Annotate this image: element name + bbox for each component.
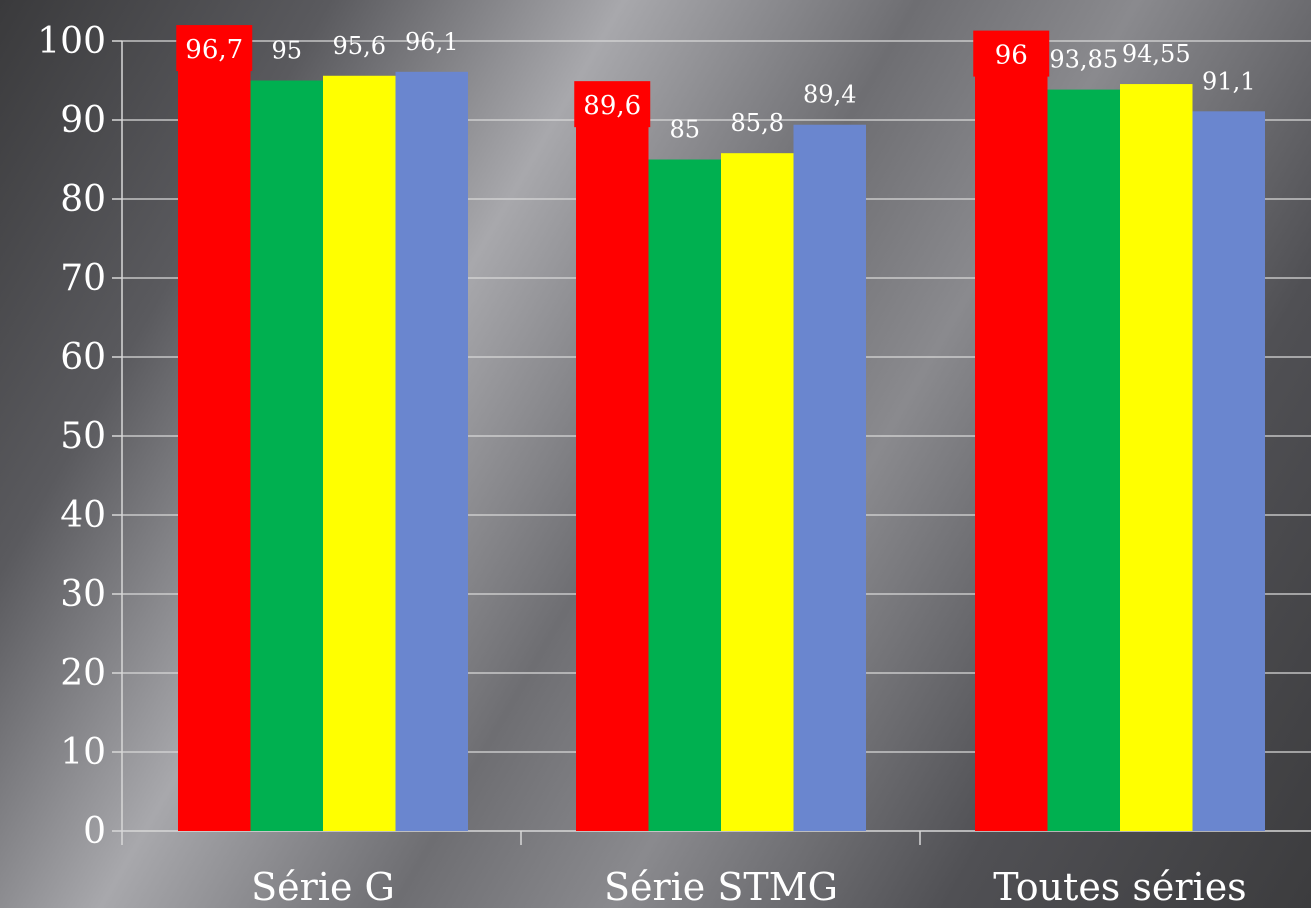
axes: 0 10 20 30 40 50 60 70 80 90 100 Série G Série STMG T… bbox=[37, 21, 1311, 908]
y-tick-label: 100 bbox=[37, 21, 106, 62]
y-tick-label: 50 bbox=[60, 416, 106, 457]
data-label: 94,55 bbox=[1122, 40, 1191, 68]
y-tick-label: 80 bbox=[60, 179, 106, 220]
data-label: 89,6 bbox=[583, 91, 641, 121]
y-tick-label: 0 bbox=[83, 811, 106, 852]
category-label: Série G bbox=[251, 865, 395, 908]
data-label-box bbox=[973, 30, 1050, 77]
bars bbox=[178, 67, 1265, 832]
y-tick-label: 70 bbox=[60, 258, 106, 299]
bar bbox=[250, 80, 323, 831]
y-tick-label: 10 bbox=[60, 732, 106, 773]
y-tick-label: 60 bbox=[60, 337, 106, 378]
bar bbox=[975, 72, 1048, 832]
bar bbox=[323, 75, 396, 831]
data-label: 93,85 bbox=[1049, 46, 1118, 74]
data-label: 89,4 bbox=[803, 81, 856, 109]
data-label-box bbox=[574, 81, 651, 128]
data-labels: 96,7 89,6 96 95 85 93,85 95,6 85,8 94,55 96,1 89,4… bbox=[176, 25, 1255, 144]
bar bbox=[721, 153, 794, 831]
data-label: 85 bbox=[669, 116, 700, 144]
data-label: 96,1 bbox=[405, 28, 458, 56]
y-tick-label: 30 bbox=[60, 574, 106, 615]
data-label: 95 bbox=[271, 37, 302, 65]
y-tick-label: 40 bbox=[60, 495, 106, 536]
data-label-box bbox=[176, 25, 253, 72]
bar bbox=[1120, 84, 1193, 832]
bar bbox=[576, 123, 649, 831]
data-label: 96 bbox=[995, 41, 1028, 71]
y-tick-label: 20 bbox=[60, 653, 106, 694]
data-label: 95,6 bbox=[333, 32, 386, 60]
bar bbox=[1192, 111, 1265, 831]
category-label: Toutes séries bbox=[993, 865, 1246, 908]
data-label: 96,7 bbox=[185, 35, 243, 65]
bar bbox=[395, 71, 468, 831]
bar bbox=[648, 159, 721, 831]
bar bbox=[178, 67, 251, 831]
bar bbox=[1047, 89, 1120, 831]
bar bbox=[793, 124, 866, 832]
data-label: 85,8 bbox=[731, 109, 784, 137]
data-label: 91,1 bbox=[1202, 67, 1255, 95]
y-tick-label: 90 bbox=[60, 100, 106, 141]
category-label: Série STMG bbox=[604, 865, 838, 908]
